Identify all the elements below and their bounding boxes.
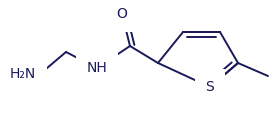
Text: O: O [116,7,127,21]
Text: S: S [206,80,214,94]
Text: H₂N: H₂N [10,67,36,81]
Text: NH: NH [87,61,107,75]
